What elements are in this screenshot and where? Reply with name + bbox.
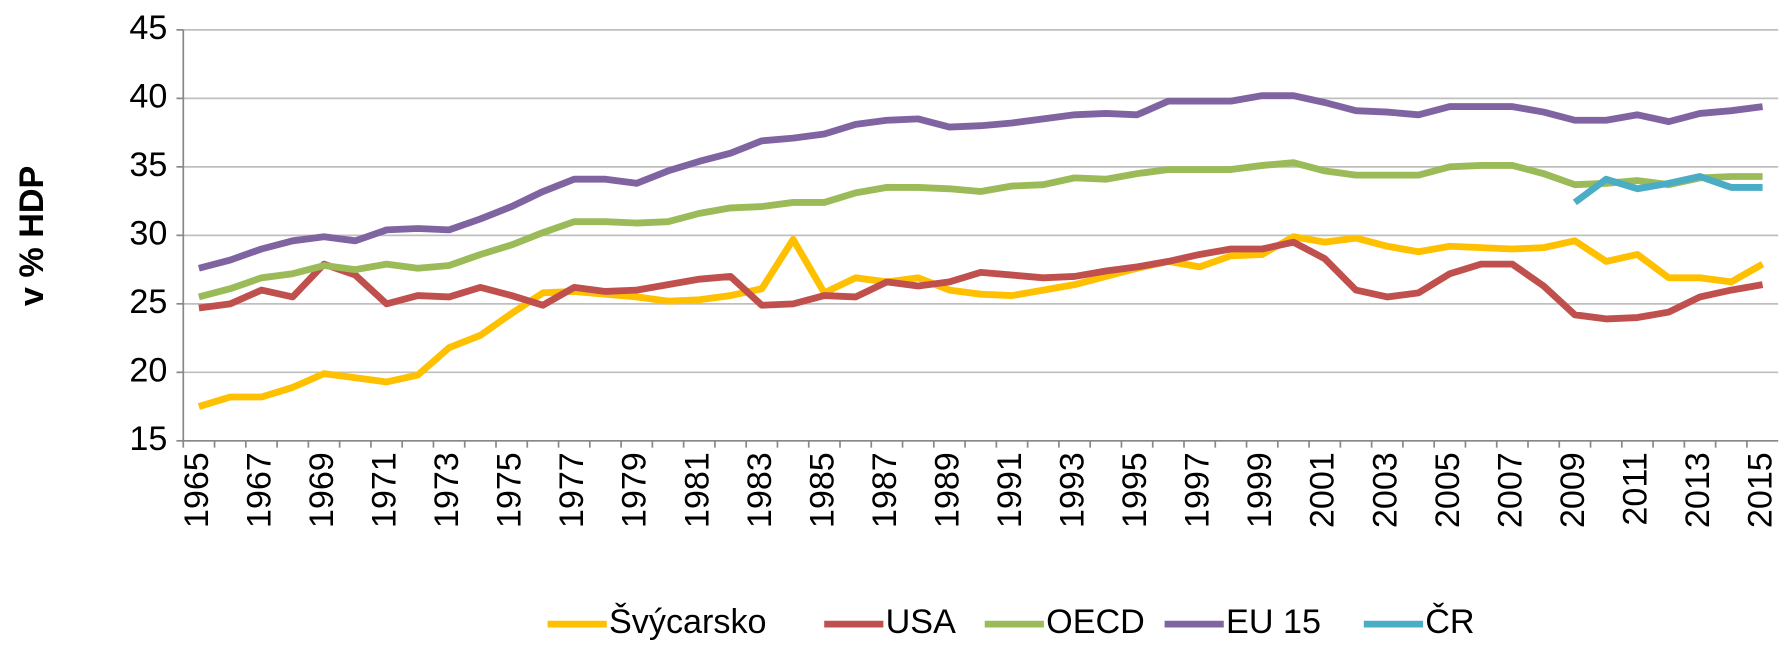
x-tick-label: 1977 bbox=[553, 452, 591, 528]
x-tick-label: 1987 bbox=[866, 452, 904, 528]
x-tick-label: 2011 bbox=[1616, 452, 1654, 525]
series-line bbox=[198, 159, 1763, 301]
y-tick-label: 30 bbox=[129, 214, 167, 252]
x-tick-label: 1967 bbox=[240, 452, 278, 528]
x-tick-label: 1971 bbox=[366, 452, 404, 528]
x-tick-label: 1995 bbox=[1116, 452, 1154, 528]
legend-label: ČR bbox=[1425, 602, 1474, 641]
x-tick-label: 2007 bbox=[1491, 452, 1529, 528]
series-line bbox=[1572, 173, 1763, 206]
x-tick-label: 1983 bbox=[741, 452, 779, 528]
x-tick-label: 2009 bbox=[1554, 452, 1592, 528]
y-tick-label: 25 bbox=[129, 283, 167, 321]
x-tick-label: 1975 bbox=[491, 452, 529, 528]
y-axis-label: v % HDP bbox=[13, 166, 51, 306]
x-tick-label: 2013 bbox=[1679, 452, 1717, 528]
legend-label: USA bbox=[886, 603, 956, 641]
x-tick-label: 2015 bbox=[1742, 452, 1780, 528]
x-tick-label: 1989 bbox=[928, 452, 966, 528]
x-tick-label: 1993 bbox=[1054, 452, 1092, 528]
x-tick-label: 1985 bbox=[803, 452, 841, 528]
x-tick-label: 1999 bbox=[1241, 452, 1279, 528]
legend-label: OECD bbox=[1046, 603, 1145, 641]
legend-label: Švýcarsko bbox=[609, 602, 766, 641]
x-tick-label: 1979 bbox=[616, 452, 654, 528]
y-tick-label: 40 bbox=[129, 77, 167, 115]
y-tick-label: 20 bbox=[129, 351, 167, 389]
series-line bbox=[198, 238, 1764, 323]
legend-label: EU 15 bbox=[1226, 603, 1321, 641]
y-tick-label: 45 bbox=[129, 9, 167, 47]
x-tick-label: 2003 bbox=[1366, 452, 1404, 528]
x-tick-label: 1991 bbox=[991, 452, 1029, 528]
x-tick-label: 1981 bbox=[678, 452, 716, 528]
x-tick-label: 1969 bbox=[303, 452, 341, 528]
series-line bbox=[198, 92, 1764, 272]
x-tick-label: 1997 bbox=[1179, 452, 1217, 528]
y-tick-label: 35 bbox=[129, 146, 167, 184]
x-tick-label: 2001 bbox=[1304, 452, 1342, 528]
x-tick-label: 1965 bbox=[178, 452, 216, 528]
x-tick-label: 2005 bbox=[1429, 452, 1467, 528]
series-line bbox=[197, 233, 1765, 410]
x-tick-label: 1973 bbox=[428, 452, 466, 528]
y-tick-label: 15 bbox=[129, 420, 167, 458]
